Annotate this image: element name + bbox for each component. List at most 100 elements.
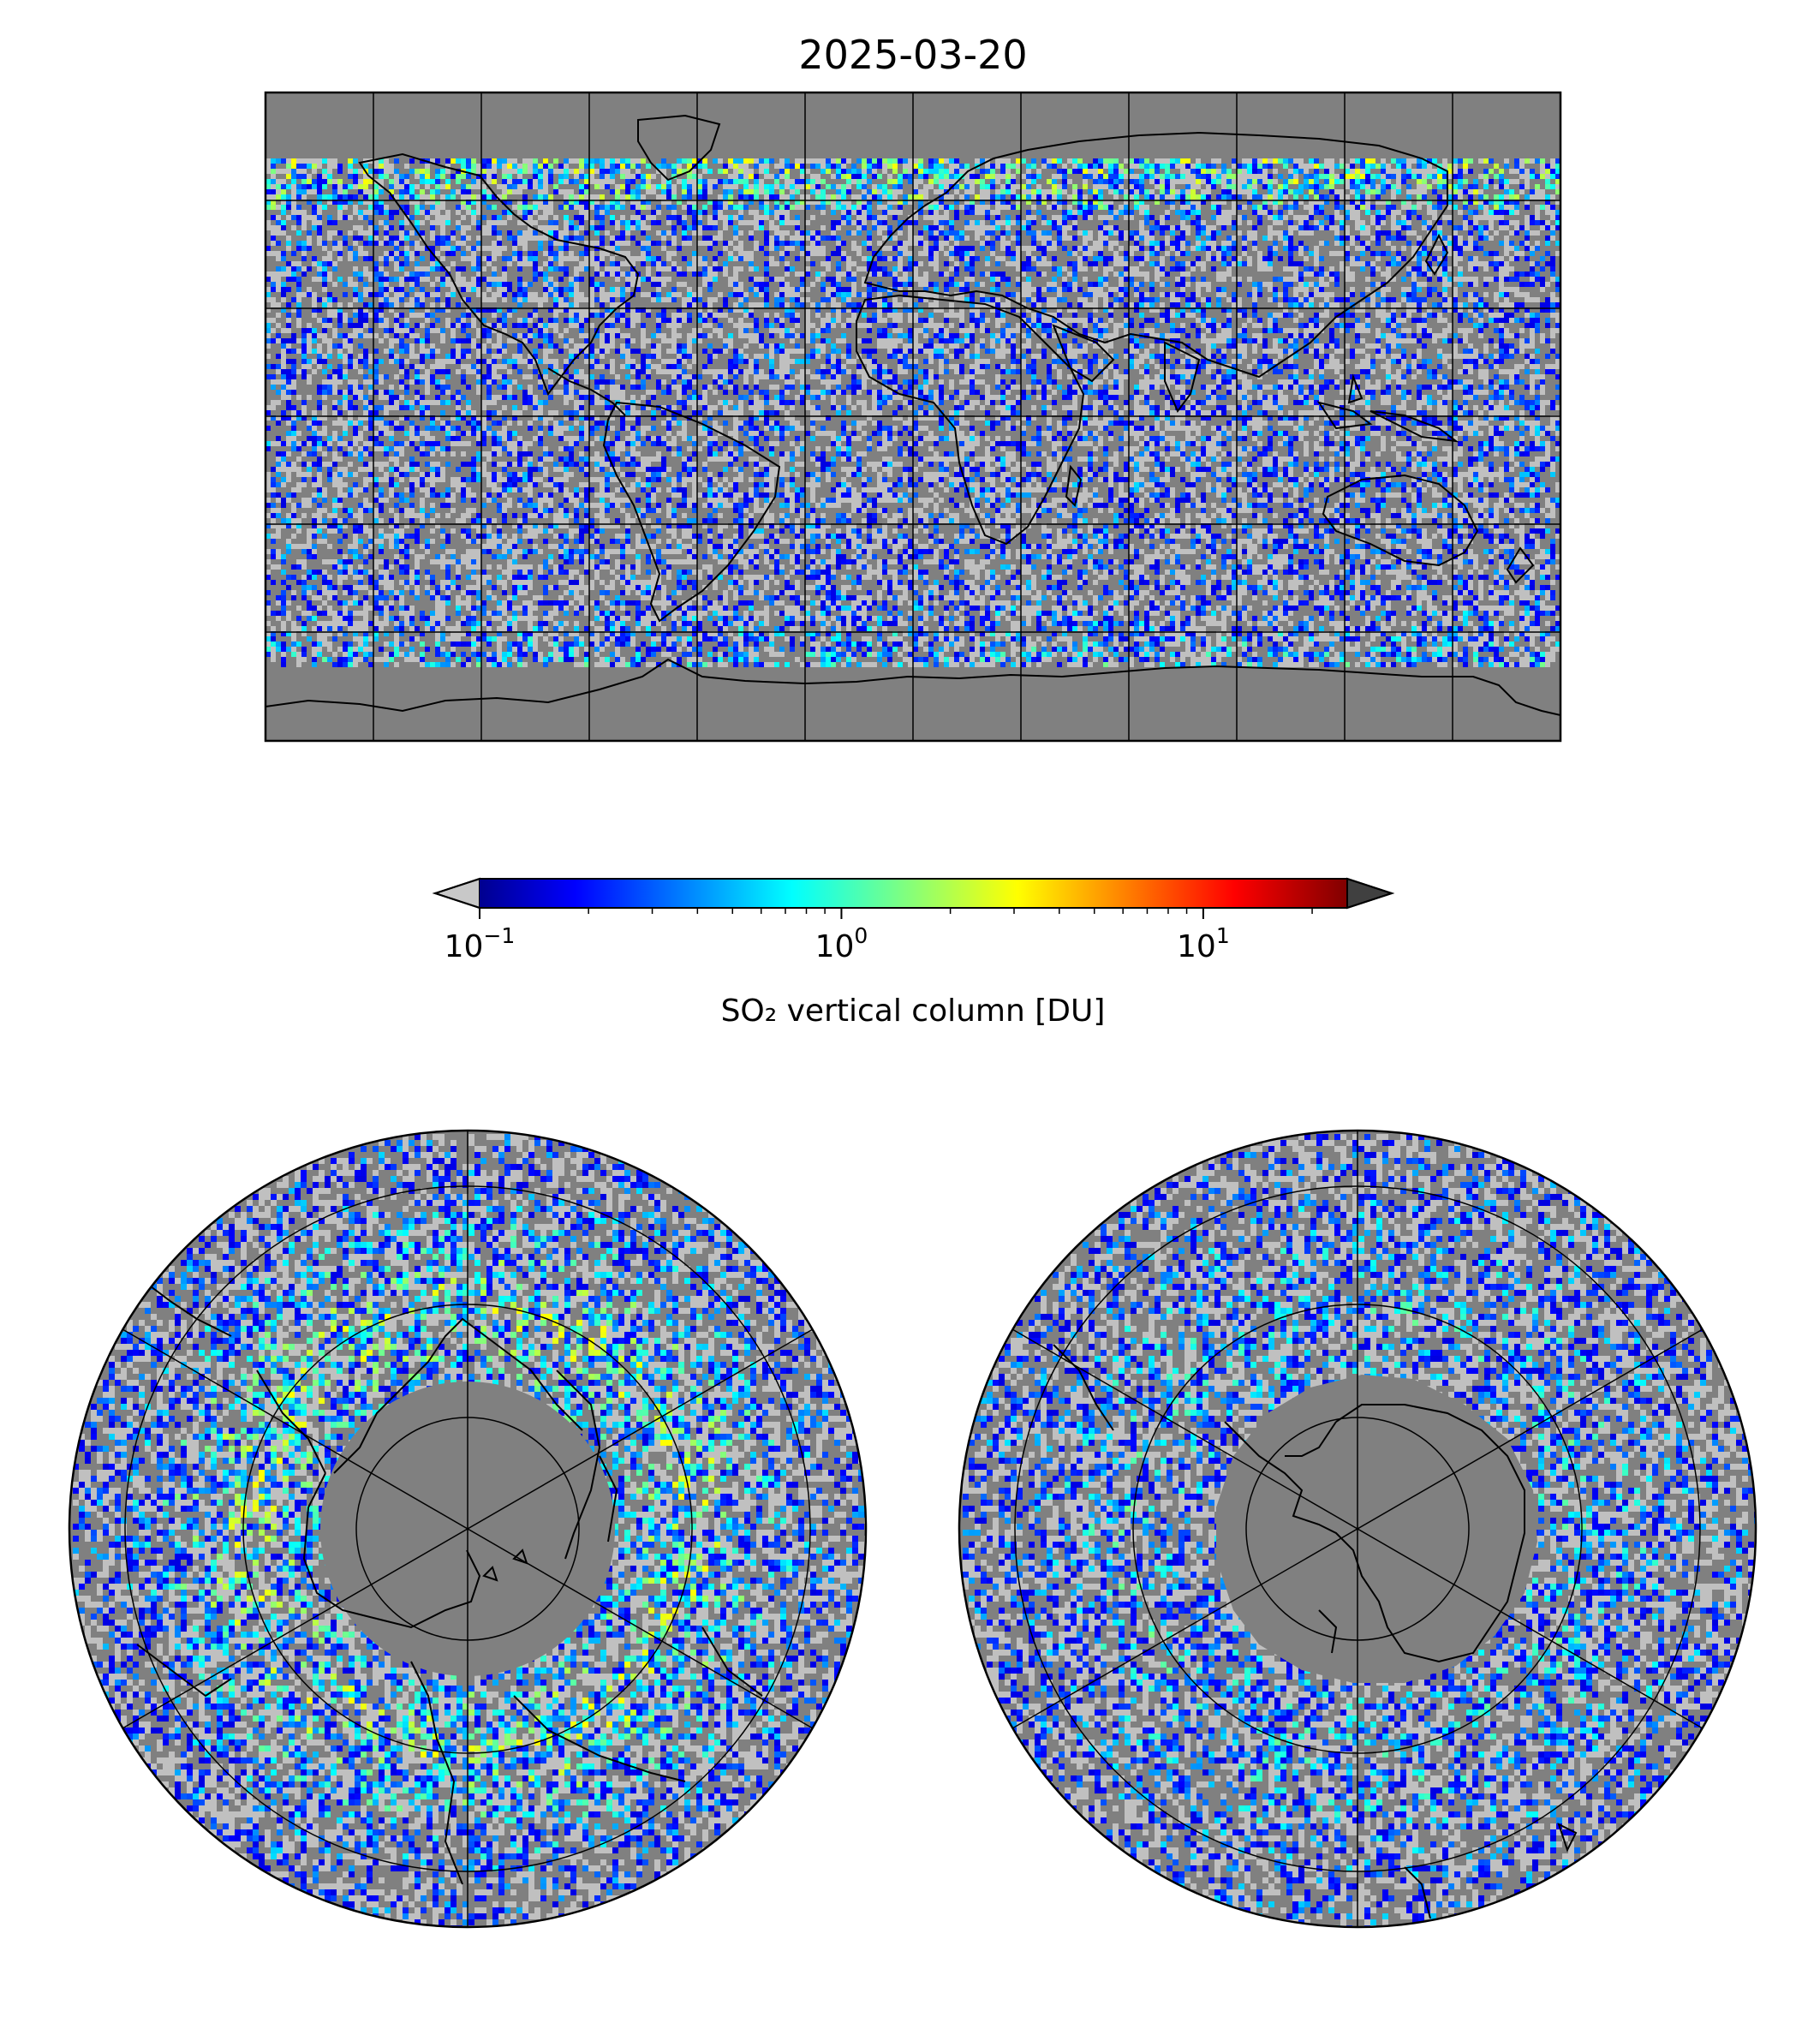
so2-pixel (841, 184, 846, 189)
so2-pixel (594, 174, 600, 179)
so2-pixel (1262, 169, 1268, 174)
so2-pixel (1463, 189, 1468, 194)
so2-pixel (384, 158, 389, 164)
so2-pixel (728, 215, 733, 220)
so2-pixel (1478, 174, 1483, 179)
so2-pixel (301, 230, 307, 236)
so2-pixel (723, 236, 728, 241)
so2-pixel (353, 251, 358, 256)
so2-pixel (1432, 251, 1437, 256)
so2-pixel (836, 169, 841, 174)
so2-pixel (343, 200, 348, 205)
so2-pixel (363, 251, 368, 256)
so2-pixel (677, 174, 682, 179)
so2-pixel (856, 251, 862, 256)
so2-pixel (389, 210, 394, 215)
so2-pixel (851, 210, 856, 215)
so2-pixel (332, 174, 337, 179)
so2-pixel (995, 256, 1000, 261)
so2-pixel (707, 220, 713, 225)
so2-pixel (353, 256, 358, 261)
so2-pixel (934, 230, 939, 236)
so2-pixel (1422, 251, 1427, 256)
so2-pixel (440, 184, 445, 189)
so2-pixel (317, 215, 322, 220)
so2-pixel (461, 179, 466, 184)
so2-pixel (630, 200, 636, 205)
so2-pixel (1525, 200, 1530, 205)
so2-pixel (363, 236, 368, 241)
so2-pixel (1293, 189, 1298, 194)
so2-pixel (564, 205, 569, 210)
so2-pixel (322, 158, 327, 164)
so2-pixel (394, 241, 399, 246)
so2-pixel (461, 251, 466, 256)
so2-pixel (1129, 174, 1134, 179)
so2-pixel (1083, 179, 1088, 184)
so2-pixel (564, 225, 569, 230)
so2-pixel (461, 236, 466, 241)
so2-pixel (522, 164, 528, 169)
so2-pixel (584, 158, 589, 164)
so2-pixel (1340, 184, 1345, 189)
so2-pixel (1139, 174, 1144, 179)
so2-pixel (1365, 184, 1370, 189)
so2-pixel (990, 241, 995, 246)
so2-pixel (975, 241, 980, 246)
so2-pixel (949, 200, 954, 205)
so2-pixel (1304, 215, 1309, 220)
so2-pixel (1483, 205, 1489, 210)
so2-pixel (671, 184, 677, 189)
so2-pixel (558, 210, 564, 215)
so2-pixel (1447, 205, 1453, 210)
so2-pixel (615, 215, 620, 220)
so2-pixel (1011, 184, 1016, 189)
so2-pixel (1432, 179, 1437, 184)
so2-pixel (456, 225, 461, 230)
so2-pixel (944, 179, 949, 184)
so2-pixel (713, 184, 718, 189)
so2-pixel (743, 215, 749, 220)
so2-pixel (322, 220, 327, 225)
so2-pixel (594, 220, 600, 225)
so2-pixel (1340, 225, 1345, 230)
so2-pixel (1155, 230, 1160, 236)
so2-pixel (1232, 251, 1237, 256)
so2-pixel (1062, 210, 1067, 215)
so2-pixel (528, 184, 533, 189)
so2-pixel (743, 205, 749, 210)
so2-pixel (420, 205, 425, 210)
so2-pixel (1041, 184, 1047, 189)
so2-pixel (666, 215, 671, 220)
so2-pixel (743, 256, 749, 261)
so2-pixel (1067, 236, 1072, 241)
so2-pixel (882, 169, 887, 174)
so2-pixel (1401, 246, 1406, 251)
so2-pixel (1072, 241, 1077, 246)
so2-pixel (851, 225, 856, 230)
so2-pixel (574, 225, 579, 230)
so2-pixel (394, 236, 399, 241)
so2-pixel (851, 230, 856, 236)
so2-pixel (476, 184, 481, 189)
so2-pixel (718, 194, 723, 200)
so2-pixel (723, 220, 728, 225)
so2-pixel (1160, 205, 1165, 210)
so2-pixel (1525, 164, 1530, 169)
so2-pixel (1031, 236, 1036, 241)
so2-pixel (1139, 158, 1144, 164)
so2-pixel (594, 241, 600, 246)
so2-pixel (923, 210, 928, 215)
so2-pixel (1016, 220, 1021, 225)
so2-pixel (1211, 256, 1216, 261)
so2-pixel (522, 241, 528, 246)
so2-pixel (1067, 251, 1072, 256)
so2-pixel (1417, 194, 1422, 200)
so2-pixel (1519, 194, 1525, 200)
so2-pixel (1499, 251, 1504, 256)
so2-pixel (1180, 215, 1185, 220)
so2-pixel (384, 169, 389, 174)
so2-pixel (733, 205, 738, 210)
so2-pixel (1149, 220, 1155, 225)
so2-pixel (497, 164, 502, 169)
